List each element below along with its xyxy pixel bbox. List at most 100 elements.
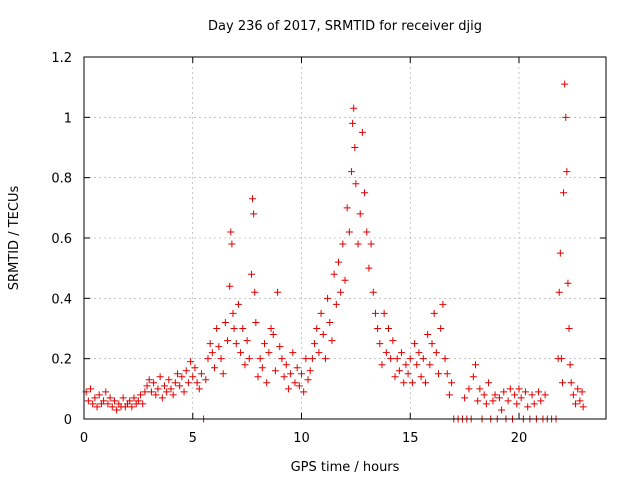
y-tick-label: 0.4 <box>51 292 72 307</box>
data-point <box>252 318 260 326</box>
data-point <box>189 373 197 381</box>
data-point <box>108 403 116 411</box>
data-point <box>378 361 386 369</box>
data-point <box>274 288 282 296</box>
data-point <box>345 228 353 236</box>
data-point <box>537 397 545 405</box>
data-point <box>84 397 92 405</box>
plot-frame <box>83 56 607 420</box>
data-point <box>306 367 314 375</box>
data-point <box>251 288 259 296</box>
data-point <box>569 391 577 399</box>
data-point <box>465 385 473 393</box>
data-point <box>511 391 519 399</box>
data-point <box>228 240 236 248</box>
data-point <box>208 349 216 357</box>
data-point <box>474 397 482 405</box>
data-point <box>160 382 168 390</box>
data-point <box>443 370 451 378</box>
data-point <box>524 403 532 411</box>
data-point <box>150 379 158 387</box>
data-point <box>147 388 155 396</box>
data-point <box>367 240 375 248</box>
data-point <box>356 210 364 218</box>
data-point <box>319 331 327 339</box>
data-point <box>432 349 440 357</box>
data-point <box>376 340 384 348</box>
data-point <box>341 276 349 284</box>
data-point <box>561 80 569 88</box>
data-point <box>245 355 253 363</box>
data-point <box>213 325 221 332</box>
data-point <box>163 388 171 396</box>
data-point <box>93 403 101 411</box>
data-point <box>197 370 205 378</box>
x-tick-label: 15 <box>402 431 419 446</box>
data-point <box>489 397 497 405</box>
data-point <box>365 264 373 272</box>
data-point <box>134 397 142 405</box>
data-point <box>313 325 321 332</box>
data-point <box>363 228 371 236</box>
x-axis-label: GPS time / hours <box>291 460 400 475</box>
data-point <box>156 373 164 381</box>
data-point <box>261 340 269 348</box>
data-point <box>243 337 251 345</box>
data-point <box>402 361 410 369</box>
data-point <box>482 400 490 408</box>
data-point <box>110 397 118 405</box>
data-point <box>187 358 195 366</box>
data-point <box>171 379 179 387</box>
data-point <box>380 309 388 317</box>
data-point <box>302 355 310 363</box>
data-point <box>500 388 508 396</box>
data-point <box>180 388 188 396</box>
data-point <box>276 343 284 351</box>
data-point <box>578 388 586 396</box>
y-tick-label: 0 <box>64 413 72 428</box>
data-point <box>230 325 238 332</box>
data-point <box>226 282 234 290</box>
data-point <box>339 240 347 248</box>
data-point <box>352 180 360 188</box>
data-point <box>202 376 210 384</box>
data-point <box>557 355 565 363</box>
data-point <box>328 337 336 345</box>
data-point <box>102 388 110 396</box>
data-point <box>258 364 266 372</box>
data-point <box>349 119 357 127</box>
data-point <box>419 355 427 363</box>
data-point <box>428 340 436 348</box>
data-point <box>448 379 456 387</box>
data-point <box>113 406 121 414</box>
data-point <box>241 361 249 369</box>
data-point <box>404 370 412 378</box>
data-point <box>385 325 392 332</box>
data-point <box>476 385 484 393</box>
data-point <box>119 394 127 402</box>
data-point <box>522 388 530 396</box>
data-point <box>191 364 199 372</box>
data-point <box>574 385 582 393</box>
data-point <box>104 400 112 408</box>
x-tick-label: 5 <box>189 431 197 446</box>
data-point <box>89 400 97 408</box>
data-point <box>387 355 395 363</box>
data-point <box>182 367 190 375</box>
data-point <box>100 397 108 405</box>
data-point <box>195 385 203 393</box>
data-point <box>143 382 151 390</box>
data-point <box>382 349 390 357</box>
data-point <box>421 379 429 387</box>
ticks-layer: 0 0.2 0.4 0.6 0.8 1 1.2 0 5 10 15 20 <box>51 51 606 446</box>
data-point <box>137 391 145 399</box>
data-point <box>95 391 103 399</box>
data-point <box>337 288 345 296</box>
y-tick-label: 0.8 <box>51 172 72 187</box>
data-point <box>154 385 162 393</box>
data-point <box>204 355 212 363</box>
data-point <box>267 325 275 332</box>
data-point <box>461 394 469 402</box>
data-point <box>87 385 95 393</box>
data-point <box>250 210 258 218</box>
